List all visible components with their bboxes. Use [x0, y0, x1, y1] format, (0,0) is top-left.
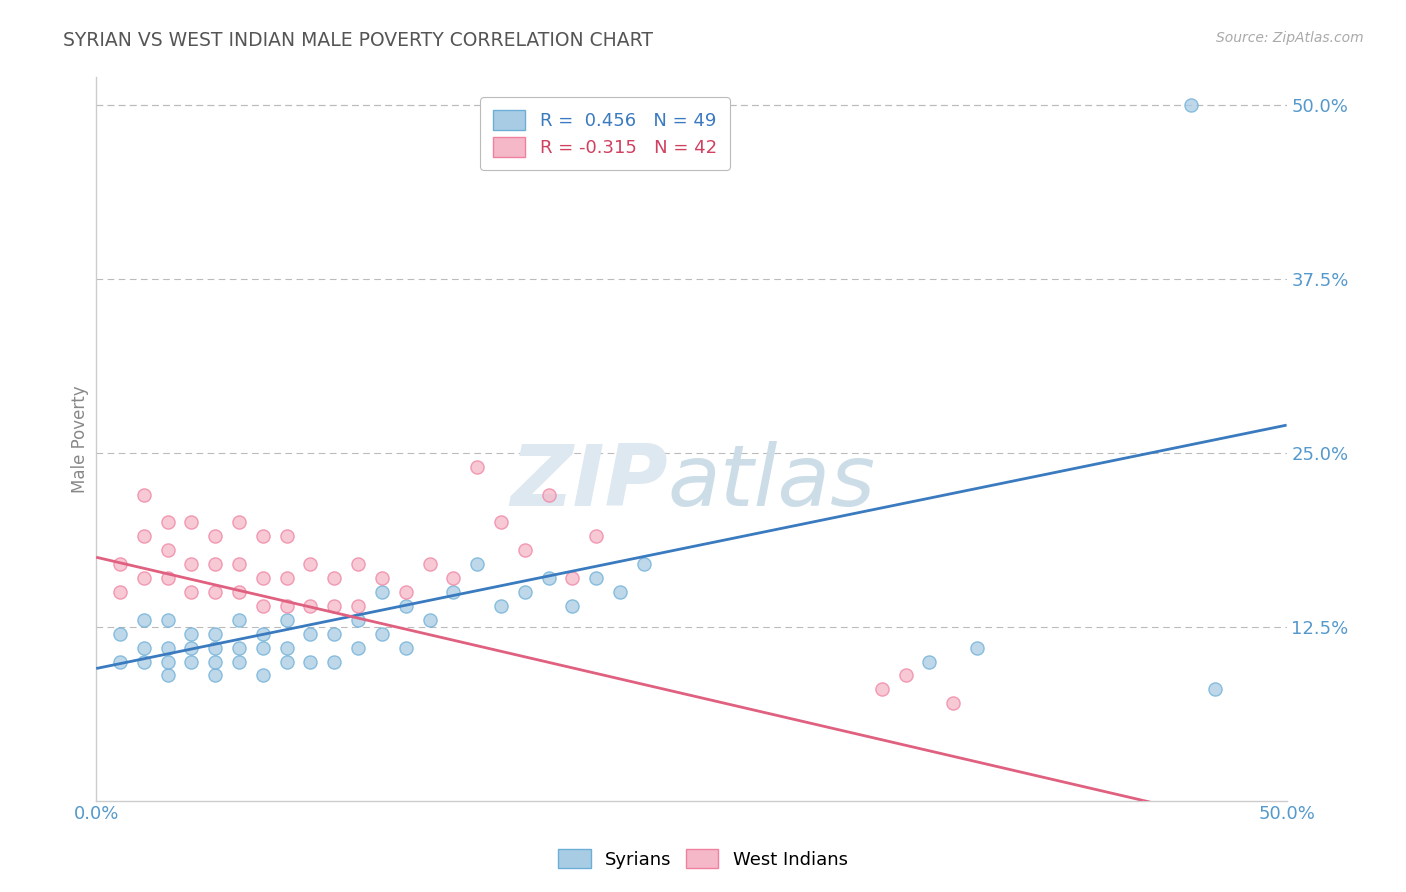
Point	[489, 599, 512, 613]
Point	[252, 668, 274, 682]
Point	[252, 626, 274, 640]
Point	[513, 543, 536, 558]
Point	[204, 529, 226, 543]
Point	[276, 655, 298, 669]
Point	[942, 696, 965, 710]
Point	[347, 640, 370, 655]
Point	[228, 585, 250, 599]
Point	[347, 599, 370, 613]
Point	[323, 571, 346, 585]
Point	[347, 613, 370, 627]
Point	[252, 571, 274, 585]
Point	[299, 599, 322, 613]
Point	[156, 640, 179, 655]
Point	[180, 585, 202, 599]
Point	[204, 558, 226, 572]
Point	[228, 516, 250, 530]
Point	[299, 558, 322, 572]
Text: Source: ZipAtlas.com: Source: ZipAtlas.com	[1216, 31, 1364, 45]
Point	[609, 585, 631, 599]
Point	[228, 640, 250, 655]
Legend: Syrians, West Indians: Syrians, West Indians	[551, 841, 855, 876]
Point	[465, 558, 488, 572]
Point	[418, 558, 440, 572]
Point	[323, 599, 346, 613]
Point	[441, 585, 464, 599]
Point	[108, 626, 131, 640]
Point	[585, 571, 607, 585]
Point	[465, 459, 488, 474]
Point	[156, 571, 179, 585]
Point	[228, 613, 250, 627]
Point	[870, 682, 893, 697]
Point	[276, 529, 298, 543]
Point	[180, 516, 202, 530]
Point	[299, 655, 322, 669]
Point	[204, 668, 226, 682]
Point	[323, 626, 346, 640]
Point	[132, 640, 155, 655]
Point	[894, 668, 917, 682]
Point	[585, 529, 607, 543]
Point	[108, 558, 131, 572]
Point	[1204, 682, 1226, 697]
Point	[252, 640, 274, 655]
Point	[371, 585, 394, 599]
Point	[395, 640, 418, 655]
Y-axis label: Male Poverty: Male Poverty	[72, 385, 89, 493]
Point	[204, 640, 226, 655]
Point	[371, 571, 394, 585]
Point	[513, 585, 536, 599]
Point	[156, 516, 179, 530]
Point	[156, 655, 179, 669]
Point	[228, 558, 250, 572]
Point	[132, 613, 155, 627]
Point	[395, 585, 418, 599]
Point	[299, 626, 322, 640]
Point	[323, 655, 346, 669]
Point	[156, 668, 179, 682]
Point	[918, 655, 941, 669]
Point	[441, 571, 464, 585]
Point	[395, 599, 418, 613]
Point	[132, 571, 155, 585]
Point	[132, 529, 155, 543]
Text: ZIP: ZIP	[510, 441, 668, 524]
Text: atlas: atlas	[668, 441, 876, 524]
Point	[252, 529, 274, 543]
Text: SYRIAN VS WEST INDIAN MALE POVERTY CORRELATION CHART: SYRIAN VS WEST INDIAN MALE POVERTY CORRE…	[63, 31, 654, 50]
Legend: R =  0.456   N = 49, R = -0.315   N = 42: R = 0.456 N = 49, R = -0.315 N = 42	[481, 97, 730, 169]
Point	[204, 585, 226, 599]
Point	[180, 640, 202, 655]
Point	[156, 613, 179, 627]
Point	[633, 558, 655, 572]
Point	[276, 640, 298, 655]
Point	[180, 655, 202, 669]
Point	[561, 571, 583, 585]
Point	[252, 599, 274, 613]
Point	[108, 655, 131, 669]
Point	[180, 558, 202, 572]
Point	[371, 626, 394, 640]
Point	[966, 640, 988, 655]
Point	[537, 571, 560, 585]
Point	[347, 558, 370, 572]
Point	[180, 626, 202, 640]
Point	[489, 516, 512, 530]
Point	[204, 626, 226, 640]
Point	[228, 655, 250, 669]
Point	[276, 571, 298, 585]
Point	[1180, 98, 1202, 112]
Point	[276, 599, 298, 613]
Point	[537, 488, 560, 502]
Point	[108, 585, 131, 599]
Point	[204, 655, 226, 669]
Point	[276, 613, 298, 627]
Point	[418, 613, 440, 627]
Point	[132, 655, 155, 669]
Point	[561, 599, 583, 613]
Point	[132, 488, 155, 502]
Point	[156, 543, 179, 558]
